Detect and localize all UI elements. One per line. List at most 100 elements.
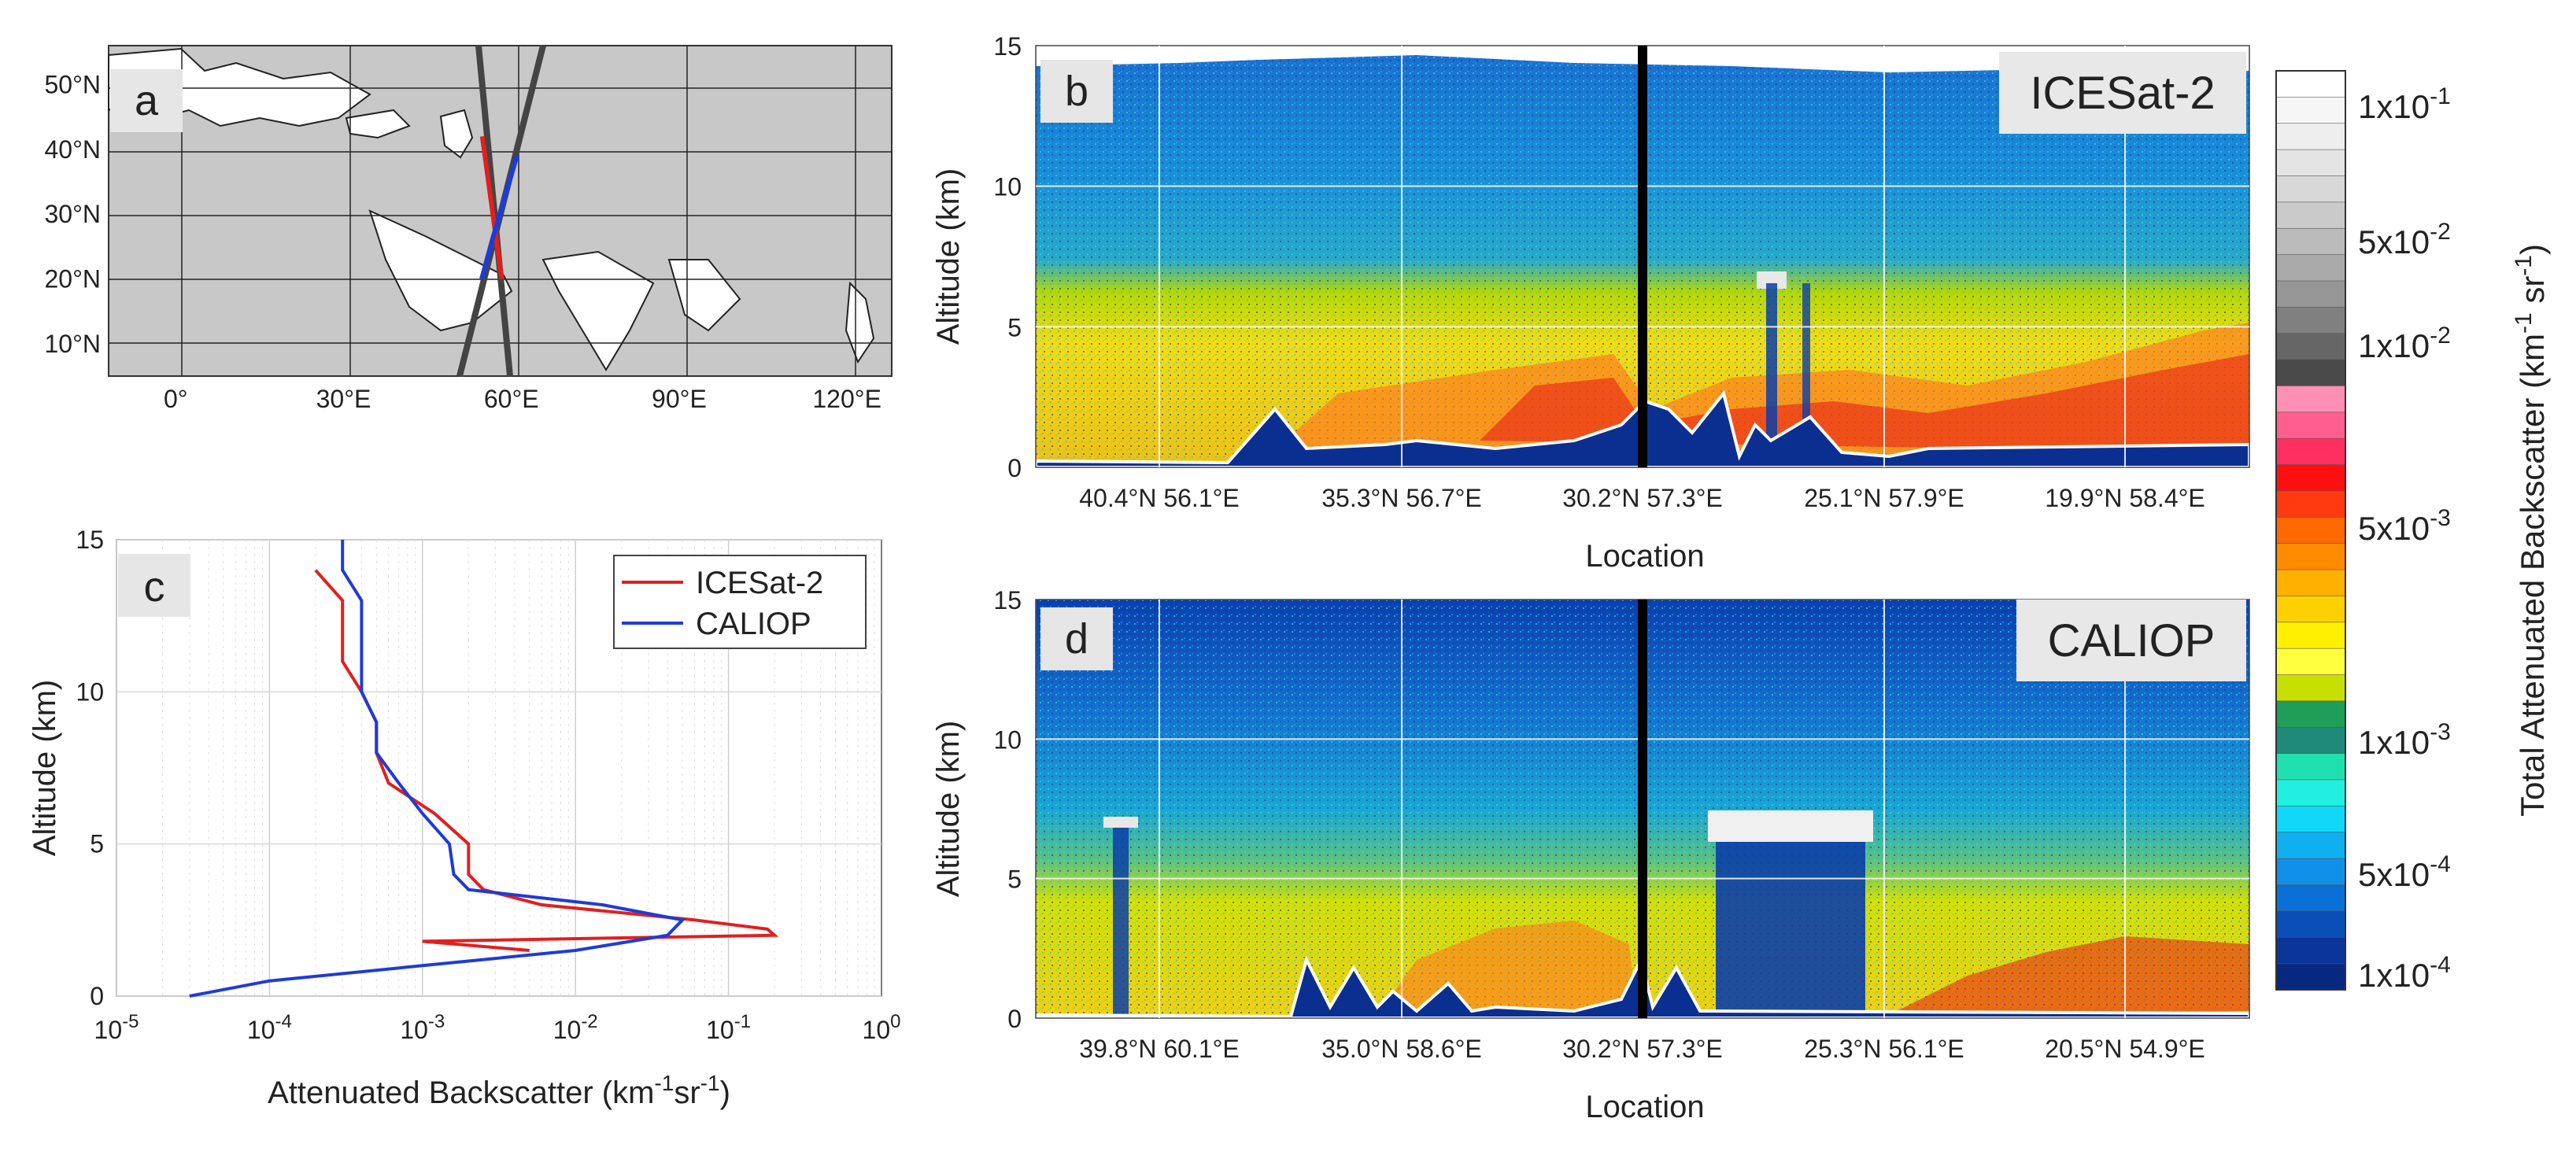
- curtain-d-xtick-label: 20.5°N 54.9°E: [2045, 1035, 2205, 1063]
- profile-legend: [613, 555, 867, 649]
- colorbar-cell: [2275, 936, 2346, 965]
- colorbar-cell: [2275, 622, 2346, 650]
- profile-ytick-label: 5: [90, 830, 104, 858]
- colorbar-cell: [2275, 411, 2346, 440]
- profile-xtick-label: 100: [863, 1011, 901, 1044]
- curtain-b-xtick-label: 19.9°N 58.4°E: [2045, 484, 2205, 512]
- colorbar-ticks: 1x10-1 5x10-2 1x10-2 5x10-3 1x10-3 5x10-4 1x10…: [2358, 83, 2451, 994]
- colorbar-tick-label: 1x10-4: [2358, 952, 2451, 994]
- colorbar-cell: [2275, 779, 2346, 807]
- curtain-d-ytick-label: 5: [1007, 865, 1022, 894]
- colorbar-tick-label: 1x10-2: [2358, 323, 2451, 364]
- curtain-b-yticks: 0 5 10 15: [993, 32, 1022, 482]
- curtain-d-cloud-mid: [1708, 810, 1873, 842]
- colorbar-cell: [2275, 517, 2346, 544]
- profile-line-icesat2: [314, 569, 779, 952]
- curtain-b-xlabel: Location: [1585, 539, 1704, 574]
- panel-b-label: b: [1065, 68, 1088, 115]
- curtain-b-ytick-label: 5: [1007, 313, 1022, 341]
- panel-a-map: a 10°N 20°N 30°N 40°N 50°N 0° 30°E 60°E 90°E 120…: [45, 45, 893, 413]
- map-land-islands: [844, 281, 875, 364]
- map-lat-tick-label: 40°N: [45, 135, 102, 164]
- colorbar-cell: [2275, 490, 2346, 518]
- colorbar-cell: [2275, 884, 2346, 912]
- panel-d-label: d: [1065, 615, 1088, 662]
- curtain-d-ytick-label: 0: [1007, 1005, 1022, 1033]
- map-lat-tick-label: 20°N: [45, 264, 102, 293]
- curtain-d-aerosol-2: [1889, 936, 2249, 1015]
- curtain-b-xticks: 40.4°N 56.1°E 35.3°N 56.7°E 30.2°N 57.3°E 2…: [1079, 484, 2205, 512]
- map-lon-tick-label: 30°E: [316, 385, 371, 413]
- panel-d-caliop-curtain: 0 5 10 15 39.8°N 60.1°E 35.0°N 58.6°E 30.2°N …: [931, 586, 2251, 1124]
- colorbar-cell: [2275, 832, 2346, 860]
- curtain-b-ytick-label: 15: [993, 32, 1022, 61]
- colorbar-cell: [2275, 333, 2346, 360]
- map-tracks: [479, 135, 519, 280]
- colorbar-cell: [2275, 569, 2346, 597]
- map-lat-ticks: 10°N 20°N 30°N 40°N 50°N: [45, 70, 102, 357]
- curtain-b-xtick-label: 40.4°N 56.1°E: [1079, 484, 1240, 512]
- curtain-d-cloud-left-shadow: [1113, 828, 1129, 1017]
- panel-a-label: a: [135, 77, 159, 124]
- panel-c-profile: 0 5 10 15 10-5 10-4 10-3 10-2 10-1 100 c ICESat-…: [28, 526, 900, 1110]
- map-lat-tick-label: 30°N: [45, 200, 102, 228]
- map-land-black-sea: [345, 109, 411, 139]
- colorbar-label: Total Attenuated Backscatter (km-1 sr-1): [2511, 244, 2551, 817]
- curtain-b-ytick-label: 10: [993, 173, 1022, 201]
- map-lon-tick-label: 60°E: [484, 385, 539, 413]
- map-lon-ticks: 0° 30°E 60°E 90°E 120°E: [164, 385, 881, 413]
- curtain-b-xtick-label: 25.1°N 57.9°E: [1804, 484, 1964, 512]
- profile-xtick-label: 10-5: [94, 1011, 139, 1044]
- profile-grid: [116, 539, 881, 997]
- colorbar-cell: [2275, 963, 2346, 991]
- map-lat-tick-label: 50°N: [45, 70, 102, 98]
- colorbar-tick-label: 5x10-4: [2358, 851, 2451, 893]
- colorbar-cell: [2275, 910, 2346, 939]
- legend-label-caliop: CALIOP: [696, 607, 811, 641]
- curtain-d-xlabel: Location: [1585, 1090, 1704, 1124]
- colorbar-cell: [2275, 386, 2346, 413]
- panel-b-icesat2-curtain: 0 5 10 15 40.4°N 56.1°E 35.3°N 56.7°E 30.2°N …: [931, 32, 2251, 574]
- profile-yticks: 0 5 10 15: [76, 526, 104, 1010]
- profile-xtick-label: 10-1: [706, 1011, 751, 1044]
- profile-xtick-label: 10-4: [247, 1011, 292, 1044]
- panel-c-label-box: [118, 554, 190, 617]
- map-lat-tick-label: 10°N: [45, 330, 102, 358]
- panel-d-label-box: [1040, 607, 1113, 670]
- profile-ytick-label: 0: [90, 982, 104, 1010]
- panel-c-label: c: [144, 563, 165, 611]
- curtain-d-xticks: 39.8°N 60.1°E 35.0°N 58.6°E 30.2°N 57.3°E 2…: [1079, 1035, 2205, 1063]
- panel-d-instrument: CALIOP: [2048, 615, 2216, 666]
- colorbar-cell: [2275, 175, 2346, 203]
- colorbar-cell: [2275, 437, 2346, 466]
- colorbar-cell: [2275, 280, 2346, 308]
- curtain-b-xtick-label: 30.2°N 57.3°E: [1562, 484, 1723, 512]
- colorbar-cell: [2275, 227, 2346, 256]
- curtain-b-cloud-3: [1802, 283, 1810, 441]
- curtain-d-xtick-label: 25.3°N 56.1°E: [1804, 1035, 1964, 1063]
- colorbar-cell: [2275, 97, 2346, 124]
- colorbar-cell: [2275, 464, 2346, 492]
- curtain-d-cloud-left: [1103, 817, 1138, 828]
- map-lon-tick-label: 90°E: [652, 385, 707, 413]
- curtain-b-cloud-2: [1766, 283, 1777, 448]
- panel-d-instrument-box: [2016, 600, 2246, 681]
- profile-xlabel: Attenuated Backscatter (km-1sr-1): [268, 1071, 730, 1110]
- curtain-d-cloud-mid-shadow: [1716, 842, 1865, 1015]
- colorbar-cell: [2275, 700, 2346, 729]
- profile-xticks: 10-5 10-4 10-3 10-2 10-1 100: [94, 1011, 901, 1044]
- colorbar-cell: [2275, 149, 2346, 177]
- colorbar-cell: [2275, 648, 2346, 676]
- colorbar-cell: [2275, 543, 2346, 570]
- colorbar-cell: [2275, 359, 2346, 387]
- colorbar-cell: [2275, 254, 2346, 282]
- colorbar-cell: [2275, 70, 2346, 98]
- colorbar: 1x10-1 5x10-2 1x10-2 5x10-3 1x10-3 5x10-4 1x10…: [2275, 70, 2551, 994]
- curtain-d-xtick-label: 30.2°N 57.3°E: [1562, 1035, 1723, 1063]
- map-lon-tick-label: 120°E: [812, 385, 881, 413]
- map-land-caspian: [439, 109, 474, 159]
- curtain-d-xtick-label: 35.0°N 58.6°E: [1321, 1035, 1482, 1063]
- curtain-b-ylabel: Altitude (km): [931, 168, 966, 345]
- colorbar-tick-label: 1x10-1: [2358, 83, 2451, 125]
